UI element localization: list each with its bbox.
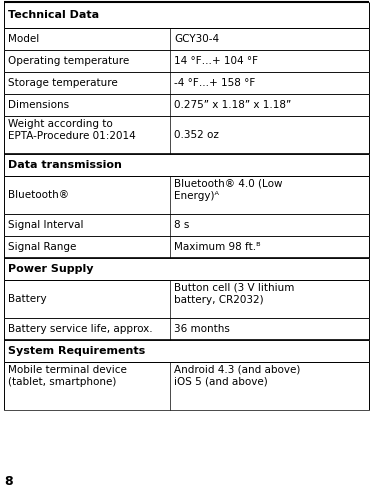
Bar: [170, 116, 369, 154]
Text: 8 s: 8 s: [174, 220, 189, 230]
Text: 14 °F…+ 104 °F: 14 °F…+ 104 °F: [174, 56, 258, 66]
Bar: [170, 28, 369, 50]
Text: Operating temperature: Operating temperature: [8, 56, 129, 66]
Bar: [170, 318, 369, 340]
Bar: [4, 318, 170, 340]
Text: System Requirements: System Requirements: [8, 346, 145, 356]
Text: 8: 8: [4, 475, 13, 488]
Bar: [170, 176, 369, 214]
Text: Technical Data: Technical Data: [8, 10, 99, 20]
Bar: [4, 340, 369, 362]
Text: Power Supply: Power Supply: [8, 264, 94, 274]
Bar: [4, 362, 170, 410]
Bar: [170, 236, 369, 258]
Text: GCY30-4: GCY30-4: [174, 34, 219, 44]
Text: Bluetooth®: Bluetooth®: [8, 190, 69, 200]
Text: Mobile terminal device
(tablet, smartphone): Mobile terminal device (tablet, smartpho…: [8, 365, 127, 387]
Bar: [4, 50, 170, 72]
Text: Storage temperature: Storage temperature: [8, 78, 118, 88]
Bar: [4, 154, 369, 176]
Text: Model: Model: [8, 34, 39, 44]
Text: Maximum 98 ft.ᴮ: Maximum 98 ft.ᴮ: [174, 242, 261, 252]
Text: Dimensions: Dimensions: [8, 100, 69, 110]
Bar: [170, 94, 369, 116]
Text: 0.275” x 1.18” x 1.18”: 0.275” x 1.18” x 1.18”: [174, 100, 291, 110]
Text: Battery: Battery: [8, 294, 47, 304]
Text: 0.352 oz: 0.352 oz: [174, 130, 219, 140]
Text: Bluetooth® 4.0 (Low
Energy)ᴬ: Bluetooth® 4.0 (Low Energy)ᴬ: [174, 179, 283, 201]
Bar: [170, 280, 369, 318]
Text: Button cell (3 V lithium
battery, CR2032): Button cell (3 V lithium battery, CR2032…: [174, 283, 294, 305]
Text: 36 months: 36 months: [174, 324, 230, 334]
Text: Battery service life, approx.: Battery service life, approx.: [8, 324, 153, 334]
Text: Android 4.3 (and above)
iOS 5 (and above): Android 4.3 (and above) iOS 5 (and above…: [174, 365, 300, 387]
Bar: [170, 50, 369, 72]
Bar: [4, 94, 170, 116]
Bar: [4, 176, 170, 214]
Text: Signal Range: Signal Range: [8, 242, 76, 252]
Bar: [4, 2, 369, 28]
Bar: [4, 280, 170, 318]
Bar: [170, 362, 369, 410]
Bar: [4, 236, 170, 258]
Bar: [4, 116, 170, 154]
Bar: [170, 72, 369, 94]
Bar: [4, 72, 170, 94]
Text: Weight according to
EPTA-Procedure 01:2014: Weight according to EPTA-Procedure 01:20…: [8, 119, 136, 141]
Bar: [4, 28, 170, 50]
Bar: [4, 258, 369, 280]
Text: -4 °F…+ 158 °F: -4 °F…+ 158 °F: [174, 78, 256, 88]
Bar: [170, 214, 369, 236]
Bar: [4, 214, 170, 236]
Text: Data transmission: Data transmission: [8, 160, 122, 170]
Text: Signal Interval: Signal Interval: [8, 220, 84, 230]
